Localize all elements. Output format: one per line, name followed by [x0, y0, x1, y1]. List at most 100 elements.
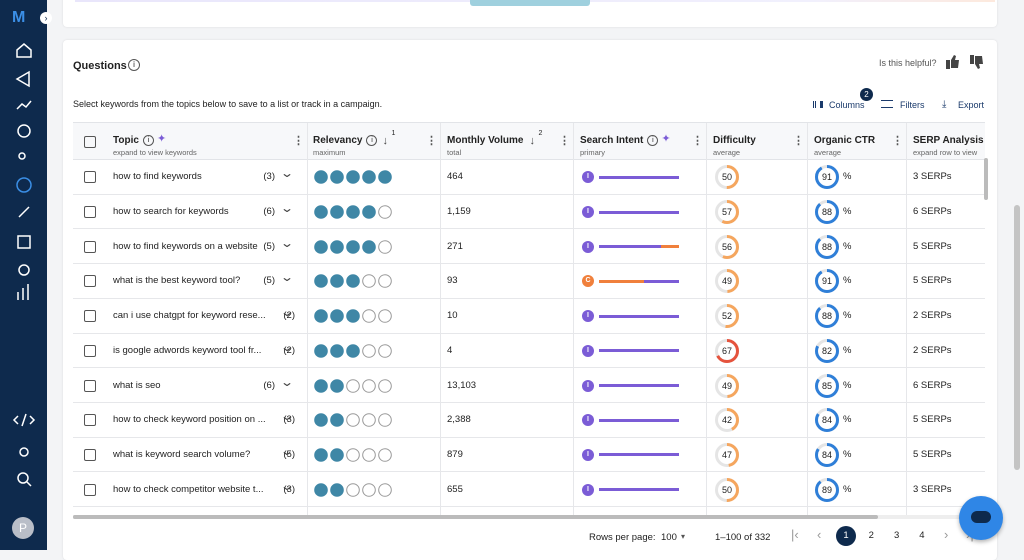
topic-count: (3): [263, 171, 275, 183]
topic[interactable]: how to find keywords on a website: [113, 240, 258, 252]
info-icon[interactable]: i: [647, 135, 659, 146]
info-icon[interactable]: i: [366, 135, 378, 146]
checkbox[interactable]: [84, 171, 96, 184]
first-page[interactable]: |‹: [791, 527, 799, 542]
export-button[interactable]: Export: [958, 100, 985, 110]
checkbox[interactable]: [84, 344, 96, 357]
filters-button[interactable]: Filters: [900, 100, 925, 110]
column-menu[interactable]: ⋮: [793, 135, 804, 147]
column-title[interactable]: SERP Analysis: [913, 135, 984, 146]
ai-icon: ✦: [156, 133, 167, 145]
checkbox[interactable]: [84, 448, 96, 461]
next-page[interactable]: ›: [944, 527, 949, 542]
avatar[interactable]: P: [12, 517, 34, 539]
nav-icons: [15, 43, 32, 300]
expand-chevron[interactable]: ⌄: [279, 409, 295, 424]
column-title[interactable]: Organic CTR: [814, 135, 876, 146]
page-scroll-thumb[interactable]: [1014, 205, 1020, 470]
expand-chevron[interactable]: ⌄: [279, 270, 295, 285]
serp-count[interactable]: 6 SERPs: [913, 206, 952, 218]
difficulty-value: 50: [721, 484, 732, 495]
chat-button[interactable]: [959, 496, 1003, 540]
checkbox[interactable]: [84, 414, 96, 427]
page-button[interactable]: 4: [919, 530, 925, 541]
checkbox[interactable]: [84, 206, 96, 219]
column-menu[interactable]: ⋮: [692, 135, 703, 147]
expand-chevron[interactable]: ⌄: [279, 201, 295, 216]
columns-button[interactable]: Columns: [829, 100, 865, 110]
column-title[interactable]: Topic: [113, 135, 139, 146]
serp-count[interactable]: 5 SERPs: [913, 448, 952, 460]
feedback-icons[interactable]: [944, 54, 986, 70]
topic[interactable]: what is seo: [113, 379, 161, 391]
relevancy-dot: [346, 378, 360, 393]
expand-chevron[interactable]: ⌄: [279, 235, 295, 250]
topic[interactable]: how to check keyword position on ...: [113, 414, 266, 426]
topic[interactable]: how to check competitor website t...: [113, 483, 264, 495]
sort-icon[interactable]: ↓: [529, 135, 535, 147]
expand-chevron[interactable]: ⌄: [279, 166, 295, 181]
h-scroll-thumb[interactable]: [73, 515, 878, 519]
serp-count[interactable]: 5 SERPs: [913, 240, 952, 252]
checkbox[interactable]: [84, 275, 96, 288]
column-title[interactable]: Difficulty: [713, 135, 756, 146]
relevancy-dot: [330, 378, 344, 393]
column-menu[interactable]: ⋮: [426, 135, 437, 147]
sort-icon[interactable]: ↓: [382, 135, 388, 147]
page-button[interactable]: 3: [893, 530, 900, 541]
checkbox[interactable]: [84, 310, 96, 323]
checkbox[interactable]: [84, 379, 96, 392]
topic[interactable]: how to find keywords: [113, 171, 202, 183]
rows-per-page-value[interactable]: 100: [661, 532, 677, 543]
column-menu[interactable]: ⋮: [293, 135, 304, 147]
relevancy-dot: [378, 378, 392, 393]
expand-chevron[interactable]: ⌄: [279, 443, 295, 458]
column-menu[interactable]: ⋮: [892, 135, 903, 147]
v-scroll-thumb[interactable]: [984, 158, 988, 200]
expand-chevron[interactable]: ⌄: [279, 374, 295, 389]
serp-count[interactable]: 3 SERPs: [913, 483, 952, 495]
column-divider: [706, 123, 707, 518]
expand-chevron[interactable]: ⌄: [279, 339, 295, 354]
topic[interactable]: what is keyword search volume?: [113, 448, 251, 460]
column-menu[interactable]: ⋮: [559, 135, 570, 147]
intent-bar: [599, 418, 679, 422]
info-icon[interactable]: i: [128, 59, 140, 71]
topic[interactable]: how to search for keywords: [113, 206, 229, 218]
checkbox[interactable]: [84, 240, 96, 253]
topic[interactable]: can i use chatgpt for keyword rese...: [113, 310, 266, 322]
serp-count[interactable]: 5 SERPs: [913, 414, 952, 426]
topic[interactable]: what is the best keyword tool?: [113, 275, 241, 287]
relevancy-dot: [330, 448, 344, 462]
serp-count[interactable]: 2 SERPs: [913, 310, 952, 322]
relevancy-dot: [314, 170, 328, 185]
relevancy-dot: [362, 378, 376, 393]
serp-count[interactable]: 2 SERPs: [913, 344, 952, 356]
column-title[interactable]: Monthly Volume: [447, 135, 524, 146]
ring-arc: [715, 442, 739, 467]
page-button[interactable]: 2: [868, 530, 874, 541]
relevancy-dots: [314, 344, 392, 358]
checkbox[interactable]: [84, 483, 96, 496]
column-title[interactable]: Search Intent: [580, 135, 644, 146]
ring-arc: [815, 304, 839, 329]
column-title[interactable]: Relevancy: [313, 135, 363, 146]
relevancy-dot: [362, 344, 376, 358]
serp-count[interactable]: 5 SERPs: [913, 275, 952, 287]
row-separator: [73, 297, 985, 299]
logo[interactable]: M: [12, 9, 26, 26]
topic[interactable]: is google adwords keyword tool fr...: [113, 344, 262, 356]
expand-chevron[interactable]: ⌄: [279, 478, 295, 493]
page-button[interactable]: 1: [836, 526, 856, 546]
collapse-button[interactable]: ›: [40, 12, 52, 24]
checkbox[interactable]: [84, 136, 96, 148]
serp-count[interactable]: 3 SERPs: [913, 171, 952, 183]
tab[interactable]: [470, 0, 590, 6]
topic-count: (6): [263, 206, 275, 218]
expand-chevron[interactable]: ⌄: [279, 305, 295, 320]
relevancy-dot: [346, 482, 360, 497]
info-icon[interactable]: i: [142, 135, 154, 146]
serp-count[interactable]: 6 SERPs: [913, 379, 952, 391]
prev-page[interactable]: ‹: [817, 527, 822, 542]
